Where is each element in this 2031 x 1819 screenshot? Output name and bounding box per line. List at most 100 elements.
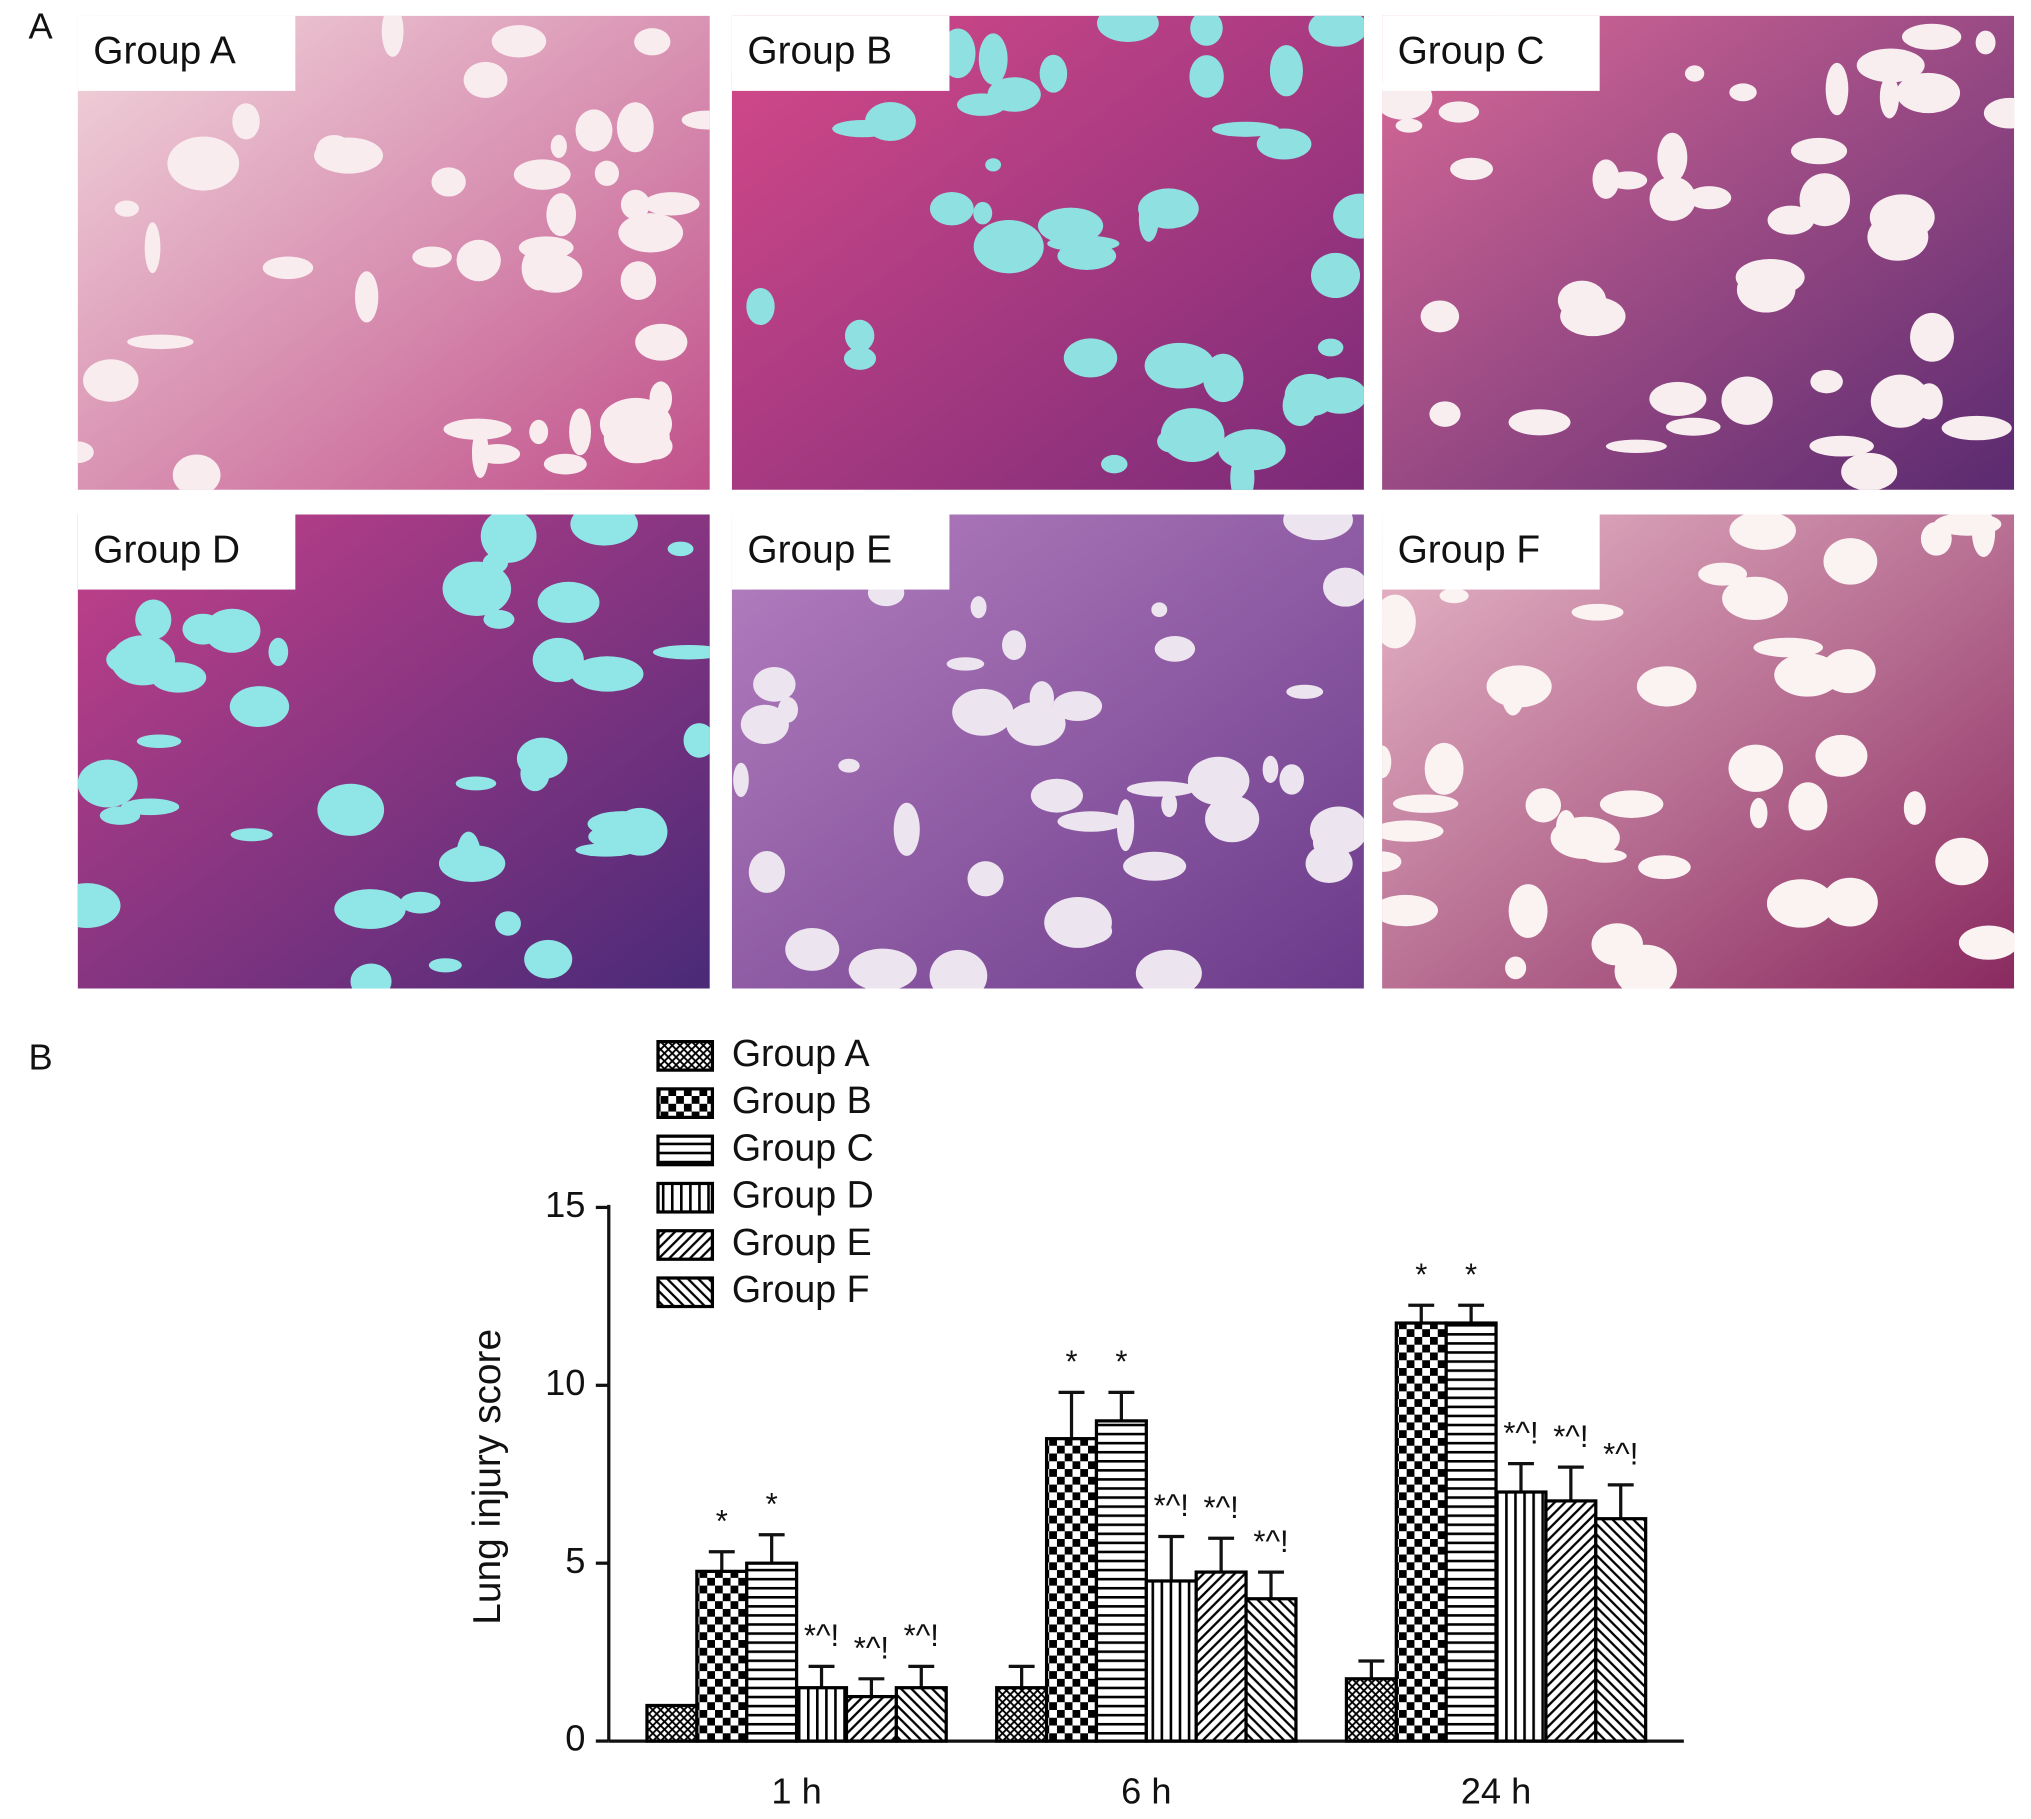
micrograph-space [354, 271, 379, 323]
micrograph-label-box [77, 15, 296, 91]
micrograph-space [1722, 576, 1788, 620]
micrograph-space [946, 657, 985, 671]
micrograph-space [1767, 205, 1815, 235]
micrograph-space [1392, 794, 1459, 813]
micrograph-label: Group C [1398, 30, 1545, 73]
significance-label: *^! [1553, 1419, 1588, 1454]
significance-label: *^! [1603, 1437, 1638, 1472]
micrograph-space [1649, 381, 1707, 416]
panel-label: B [28, 1036, 52, 1077]
micrograph: Group E [731, 514, 1364, 989]
micrograph-space [1975, 30, 1996, 55]
micrograph-space [1395, 118, 1423, 133]
x-tick-label: 6 h [1121, 1771, 1171, 1812]
significance-label: *^! [1154, 1488, 1189, 1523]
micrograph-space [681, 110, 710, 130]
micrograph-space [144, 222, 161, 274]
micrograph-space [1599, 790, 1664, 818]
y-tick-label: 5 [565, 1540, 585, 1581]
significance-label: *^! [854, 1631, 889, 1666]
micrograph: Group C [1382, 15, 2015, 490]
micrograph-space [1309, 806, 1364, 854]
micrograph-space [1486, 665, 1552, 708]
micrograph-space [1283, 514, 1353, 541]
micrograph-space [1571, 603, 1624, 621]
legend-swatch [656, 1087, 715, 1120]
micrograph-space [1310, 252, 1361, 299]
micrograph-space [1638, 855, 1691, 880]
micrograph-space [529, 419, 549, 445]
significance-label: *^! [1203, 1490, 1238, 1525]
micrograph-space [1382, 594, 1416, 649]
micrograph-space [1052, 691, 1103, 721]
micrograph-space [1910, 312, 1954, 362]
micrograph-space [1560, 296, 1626, 337]
micrograph-space [480, 514, 537, 563]
micrograph-space [1116, 799, 1135, 852]
micrograph-space [232, 103, 260, 140]
bar [695, 1569, 749, 1743]
legend-swatch [656, 1181, 715, 1214]
micrograph-space [1154, 636, 1196, 662]
micrograph-space [957, 93, 1007, 116]
micrograph-space [106, 644, 157, 675]
micrograph-space [167, 136, 240, 191]
micrograph-space [575, 109, 613, 152]
micrograph-space [594, 160, 620, 186]
micrograph-space [635, 323, 688, 361]
significance-label: *^! [1503, 1415, 1538, 1450]
micrograph-space [524, 939, 573, 979]
micrograph-space [1002, 630, 1027, 661]
micrograph-space [1333, 193, 1364, 239]
micrograph-space [746, 287, 775, 326]
micrograph-space [1138, 188, 1199, 229]
micrograph-space [643, 192, 700, 216]
micrograph-space [1841, 452, 1898, 490]
micrograph-space [967, 861, 1004, 897]
micrograph-space [1096, 15, 1159, 43]
micrograph-space [471, 427, 489, 479]
bar [1544, 1499, 1598, 1743]
micrograph-space [970, 596, 987, 619]
micrograph-space [570, 514, 638, 546]
bar [1394, 1321, 1448, 1743]
micrograph-space [1123, 851, 1187, 881]
micrograph-space [114, 200, 139, 217]
micrograph-space [1657, 132, 1688, 183]
micrograph: Group F [1382, 514, 2015, 989]
micrograph-space [443, 418, 512, 440]
legend-label: Group B [732, 1079, 872, 1121]
micrograph-label-box [1382, 514, 1600, 590]
bar [1194, 1570, 1248, 1743]
micrograph-space [204, 608, 261, 653]
micrograph-space [599, 397, 673, 451]
micrograph-space [1256, 128, 1312, 160]
micrograph-space [1983, 97, 2015, 129]
micrograph-space [1429, 401, 1461, 427]
micrograph-space [1262, 755, 1279, 783]
significance-label: * [766, 1486, 778, 1521]
micrograph-space [1230, 452, 1255, 490]
micrograph-space [848, 948, 917, 989]
micrograph-space [431, 167, 466, 197]
micrograph-space [1901, 23, 1962, 50]
micrograph-space [1822, 877, 1878, 927]
micrograph-space [1212, 121, 1280, 137]
micrograph-space [1935, 837, 1989, 886]
micrograph-space [843, 347, 877, 370]
legend-label: Group D [732, 1174, 874, 1216]
legend-label: Group E [732, 1221, 872, 1263]
bar [794, 1686, 849, 1743]
micrograph-space [1037, 207, 1104, 244]
micrograph-space [753, 667, 796, 702]
micrograph-tissue [731, 15, 1364, 490]
micrograph-space [315, 134, 353, 166]
micrograph-space [550, 134, 567, 158]
micrograph-space [1666, 417, 1721, 436]
micrograph-space [1815, 734, 1868, 777]
bar [995, 1686, 1049, 1743]
bar [1044, 1437, 1099, 1743]
micrograph-space [1591, 923, 1643, 966]
micrograph-space [77, 883, 121, 928]
